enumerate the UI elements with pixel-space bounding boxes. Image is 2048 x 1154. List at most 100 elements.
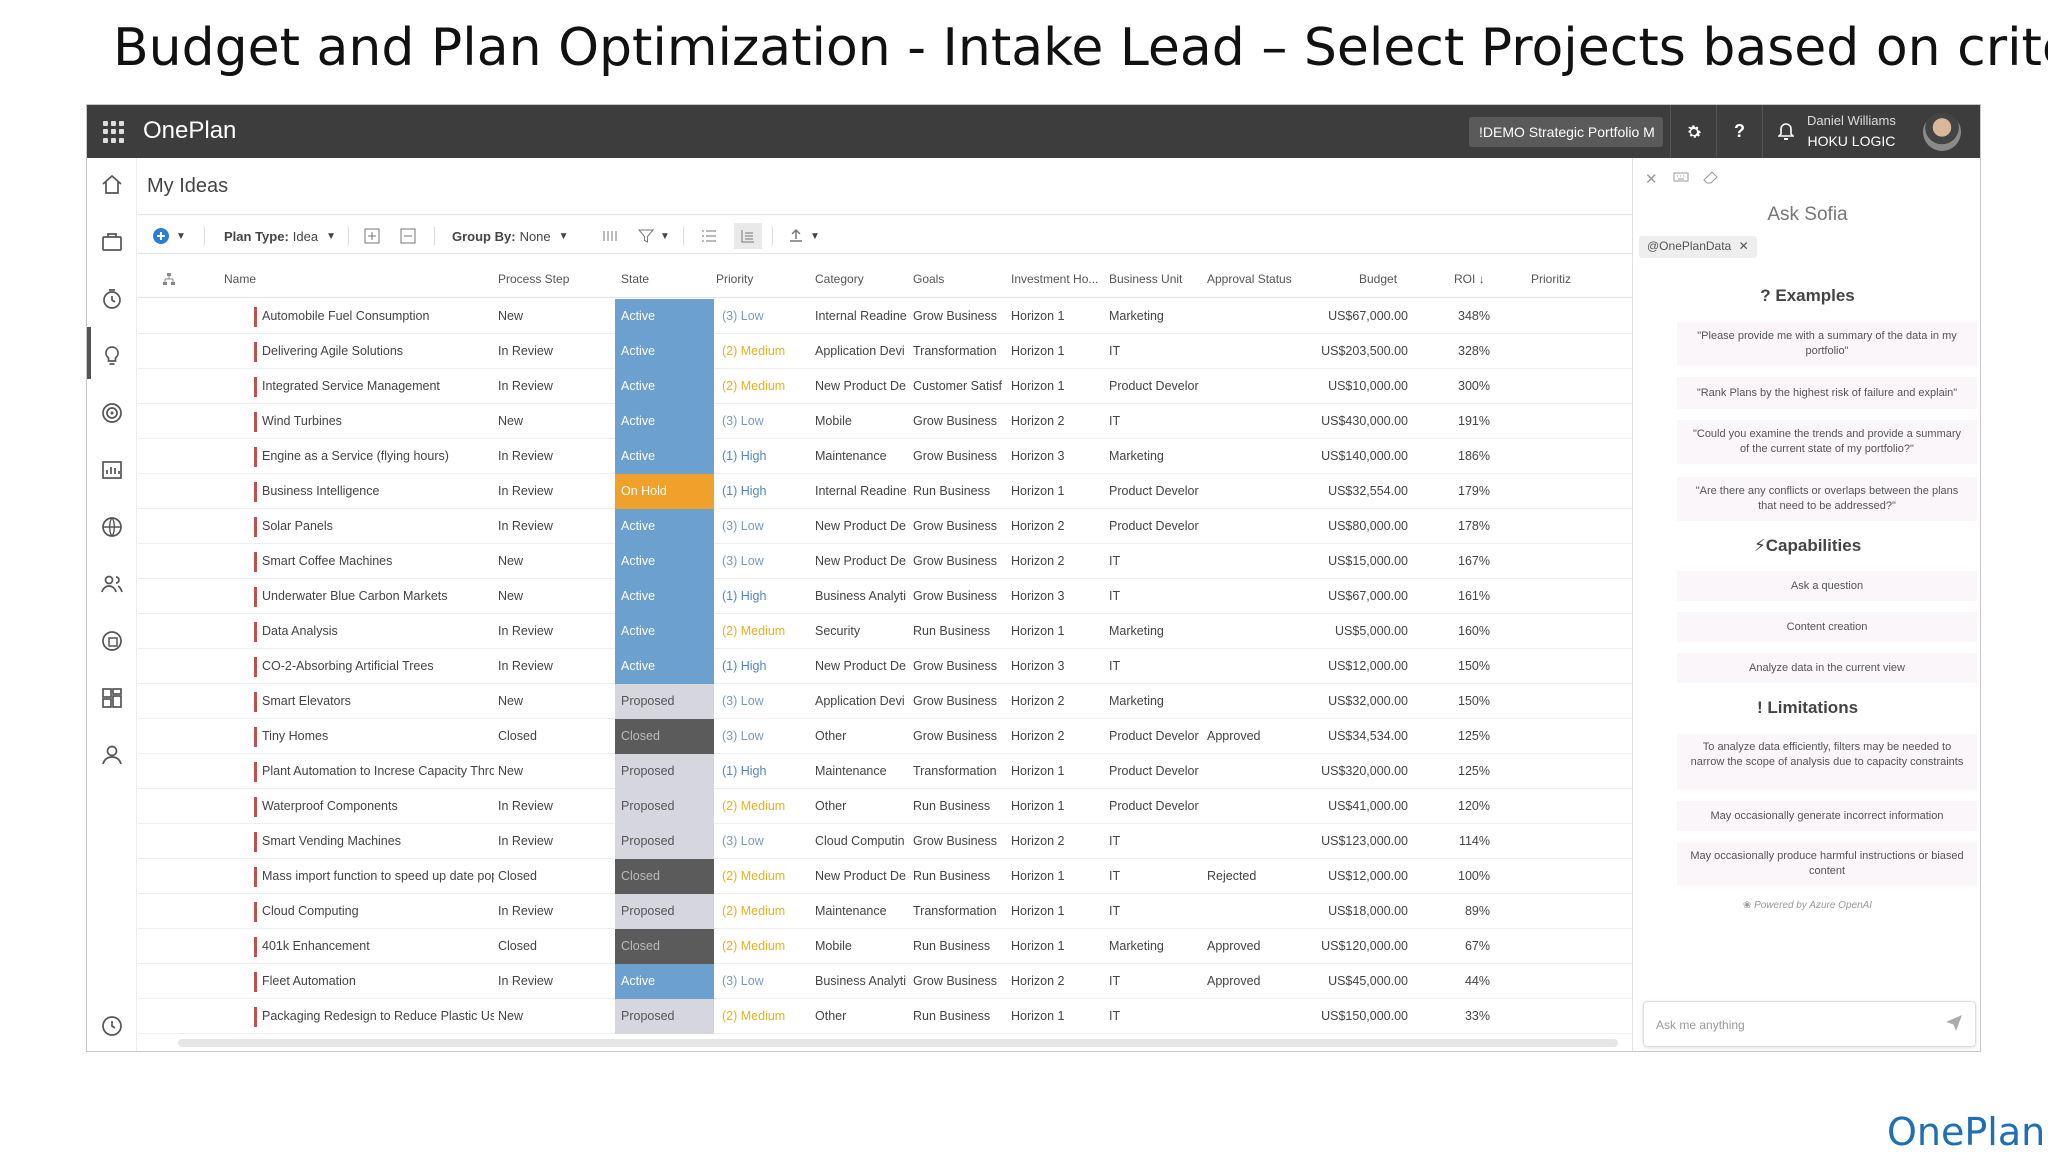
table-row[interactable]: Underwater Blue Carbon Markets Active New (…: [138, 579, 1632, 614]
table-row[interactable]: Wind Turbines Active New (3) Low Mobile Grow …: [138, 404, 1632, 439]
category-cell[interactable]: Business Analyti: [815, 589, 907, 603]
table-row[interactable]: 401k Enhancement Closed Closed (2) Medium Mo…: [138, 929, 1632, 964]
budget-cell[interactable]: US$12,000.00: [1328, 869, 1408, 883]
table-row[interactable]: Tiny Homes Closed Closed (3) Low Other Grow B…: [138, 719, 1632, 754]
name-cell[interactable]: Packaging Redesign to Reduce Plastic Use: [262, 1009, 494, 1023]
table-row[interactable]: Engine as a Service (flying hours) Active…: [138, 439, 1632, 474]
investment-horizon-cell[interactable]: Horizon 2: [1011, 519, 1065, 533]
process-step-cell[interactable]: New: [498, 694, 524, 708]
investment-horizon-cell[interactable]: Horizon 3: [1011, 589, 1065, 603]
approval-status-cell[interactable]: Rejected: [1207, 869, 1257, 883]
help-button[interactable]: ?: [1716, 105, 1762, 158]
state-cell[interactable]: Active: [615, 614, 714, 649]
business-unit-cell[interactable]: Marketing: [1109, 624, 1164, 638]
goals-cell[interactable]: Grow Business: [913, 519, 998, 533]
priority-cell[interactable]: (2) Medium: [722, 904, 786, 918]
process-step-cell[interactable]: In Review: [498, 904, 553, 918]
goals-cell[interactable]: Grow Business: [913, 659, 998, 673]
remove-chip-icon[interactable]: ✕: [1738, 239, 1749, 253]
goals-cell[interactable]: Grow Business: [913, 729, 998, 743]
category-cell[interactable]: Business Analyti: [815, 974, 907, 988]
business-unit-cell[interactable]: Product Develor: [1109, 729, 1199, 743]
state-cell[interactable]: Active: [615, 579, 714, 614]
goals-cell[interactable]: Transformation: [913, 904, 997, 918]
home-icon[interactable]: [97, 170, 127, 200]
name-cell[interactable]: Business Intelligence: [262, 484, 380, 498]
close-icon[interactable]: ✕: [1645, 171, 1658, 188]
roi-cell[interactable]: 125%: [1458, 764, 1490, 778]
goals-cell[interactable]: Grow Business: [913, 834, 998, 848]
business-unit-cell[interactable]: Marketing: [1109, 309, 1164, 323]
business-unit-cell[interactable]: IT: [1109, 344, 1121, 358]
category-cell[interactable]: Maintenance: [815, 449, 887, 463]
state-cell[interactable]: Active: [615, 544, 714, 579]
column-header-business-unit[interactable]: Business Unit: [1109, 272, 1183, 286]
goals-cell[interactable]: Grow Business: [913, 694, 998, 708]
column-header-approval-status[interactable]: Approval Status: [1207, 272, 1292, 286]
table-row[interactable]: Automobile Fuel Consumption Active New (3) …: [138, 299, 1632, 334]
priority-cell[interactable]: (3) Low: [722, 834, 764, 848]
state-cell[interactable]: Active: [615, 509, 714, 544]
business-unit-cell[interactable]: IT: [1109, 414, 1121, 428]
budget-cell[interactable]: US$32,000.00: [1328, 694, 1408, 708]
budget-cell[interactable]: US$45,000.00: [1328, 974, 1408, 988]
budget-cell[interactable]: US$140,000.00: [1321, 449, 1408, 463]
category-cell[interactable]: Other: [815, 729, 847, 743]
category-cell[interactable]: Mobile: [815, 939, 852, 953]
ask-input[interactable]: Ask me anything: [1643, 1001, 1976, 1047]
process-step-cell[interactable]: In Review: [498, 344, 553, 358]
business-unit-cell[interactable]: IT: [1109, 589, 1121, 603]
budget-cell[interactable]: US$32,554.00: [1328, 484, 1408, 498]
goals-cell[interactable]: Grow Business: [913, 309, 998, 323]
name-cell[interactable]: Data Analysis: [262, 624, 338, 638]
column-header-investment-horizon[interactable]: Investment Ho...: [1011, 272, 1099, 286]
avatar[interactable]: [1923, 113, 1961, 151]
hierarchy-icon[interactable]: [162, 272, 176, 289]
category-cell[interactable]: New Product De: [815, 519, 907, 533]
roi-cell[interactable]: 300%: [1458, 379, 1490, 393]
name-cell[interactable]: Underwater Blue Carbon Markets: [262, 589, 448, 603]
budget-cell[interactable]: US$80,000.00: [1328, 519, 1408, 533]
state-cell[interactable]: Proposed: [615, 824, 714, 859]
state-cell[interactable]: Active: [615, 404, 714, 439]
user-info[interactable]: Daniel Williams HOKU LOGIC: [1807, 111, 1896, 151]
roi-cell[interactable]: 33%: [1464, 1009, 1490, 1023]
target-icon[interactable]: [97, 398, 127, 428]
roi-cell[interactable]: 178%: [1458, 519, 1490, 533]
investment-horizon-cell[interactable]: Horizon 1: [1011, 939, 1065, 953]
keyboard-icon[interactable]: [1673, 170, 1689, 189]
priority-cell[interactable]: (3) Low: [722, 974, 764, 988]
state-cell[interactable]: Active: [615, 334, 714, 369]
budget-cell[interactable]: US$10,000.00: [1328, 379, 1408, 393]
column-header-name[interactable]: Name: [224, 272, 257, 286]
goals-cell[interactable]: Run Business: [913, 869, 991, 883]
investment-horizon-cell[interactable]: Horizon 1: [1011, 344, 1065, 358]
budget-cell[interactable]: US$34,534.00: [1328, 729, 1408, 743]
business-unit-cell[interactable]: IT: [1109, 659, 1121, 673]
roi-cell[interactable]: 167%: [1458, 554, 1490, 568]
name-cell[interactable]: Engine as a Service (flying hours): [262, 449, 449, 463]
investment-horizon-cell[interactable]: Horizon 2: [1011, 554, 1065, 568]
goals-cell[interactable]: Transformation: [913, 764, 997, 778]
group-by-dropdown[interactable]: Group By: None ▼: [452, 225, 569, 247]
goals-cell[interactable]: Run Business: [913, 624, 991, 638]
table-row[interactable]: Plant Automation to Increse Capacity Thr…: [138, 754, 1632, 789]
goals-cell[interactable]: Run Business: [913, 1009, 991, 1023]
business-unit-cell[interactable]: IT: [1109, 904, 1121, 918]
investment-horizon-cell[interactable]: Horizon 2: [1011, 729, 1065, 743]
notifications-button[interactable]: [1762, 105, 1808, 158]
priority-cell[interactable]: (3) Low: [722, 694, 764, 708]
goals-cell[interactable]: Customer Satisf: [913, 379, 1002, 393]
investment-horizon-cell[interactable]: Horizon 1: [1011, 869, 1065, 883]
send-button[interactable]: [1945, 1014, 1963, 1035]
priority-cell[interactable]: (3) Low: [722, 309, 764, 323]
process-step-cell[interactable]: In Review: [498, 519, 553, 533]
plan-type-dropdown[interactable]: Plan Type: Idea ▼: [224, 225, 336, 247]
name-cell[interactable]: 401k Enhancement: [262, 939, 370, 953]
table-row[interactable]: Cloud Computing Proposed In Review (2) Medi…: [138, 894, 1632, 929]
category-cell[interactable]: New Product De: [815, 659, 907, 673]
column-header-goals[interactable]: Goals: [913, 272, 945, 286]
investment-horizon-cell[interactable]: Horizon 1: [1011, 379, 1065, 393]
table-row[interactable]: Mass import function to speed up date po…: [138, 859, 1632, 894]
investment-horizon-cell[interactable]: Horizon 1: [1011, 309, 1065, 323]
